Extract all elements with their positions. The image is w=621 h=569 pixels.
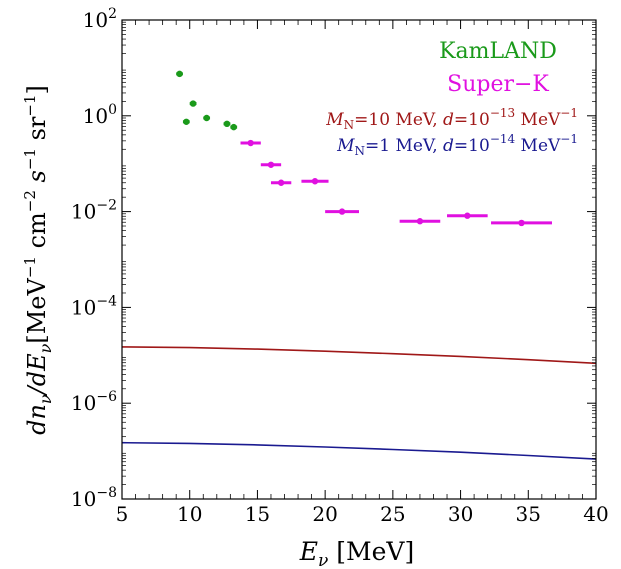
y-tick-label: 10−8 — [71, 485, 117, 511]
series-1-point-3 — [311, 178, 319, 185]
series-0-point-5 — [230, 123, 237, 131]
series-1-point-5 — [416, 218, 424, 225]
series-1-point-6 — [464, 212, 471, 219]
series-0-point-3 — [203, 114, 210, 122]
y-tick-label: 10−4 — [71, 293, 117, 319]
plot-marks — [121, 70, 597, 460]
axis-ticks: 5 10 15 20 25 30 35 40 10−8 10−6 10−4 10−2 100 102 — [71, 6, 609, 526]
series-3-line — [121, 441, 597, 460]
y-tick-label: 102 — [83, 6, 117, 32]
legend-model-1mev: MN=1 MeV, d=10−14 MeV−1 — [336, 132, 578, 158]
y-tick-label: 10−6 — [71, 389, 117, 415]
x-tick-label: 25 — [380, 502, 405, 526]
series-2-line — [121, 346, 597, 365]
x-tick-label: 15 — [245, 502, 270, 526]
series-1-point-0 — [247, 139, 254, 147]
y-axis-title: dnν/dEν[MeV−1 cm−2 s−1 sr−1] — [21, 85, 55, 435]
legend-model-10mev: MN=10 MeV, d=10−13 MeV−1 — [325, 106, 578, 132]
legend-superk: Super−K — [447, 72, 549, 97]
series-1-point-1 — [267, 161, 275, 168]
x-tick-label: 20 — [312, 502, 337, 526]
x-tick-label: 40 — [583, 502, 608, 526]
x-axis-title: Eν [MeV] — [299, 537, 415, 569]
series-1-point-7 — [518, 219, 525, 227]
legend-kamland: KamLAND — [439, 39, 557, 64]
series-0-point-0 — [176, 70, 183, 78]
series-0-point-1 — [183, 118, 190, 125]
x-tick-label: 30 — [448, 502, 473, 526]
y-tick-label: 100 — [83, 102, 117, 128]
series-0-point-4 — [223, 120, 231, 128]
series-1-point-4 — [338, 208, 346, 215]
x-tick-label: 5 — [116, 502, 129, 526]
x-tick-label: 35 — [516, 502, 541, 526]
plot-frame — [121, 19, 597, 500]
series-0-point-2 — [189, 100, 197, 107]
x-tick-label: 10 — [177, 502, 202, 526]
series-1-point-2 — [277, 179, 285, 186]
y-tick-label: 10−2 — [71, 198, 117, 224]
